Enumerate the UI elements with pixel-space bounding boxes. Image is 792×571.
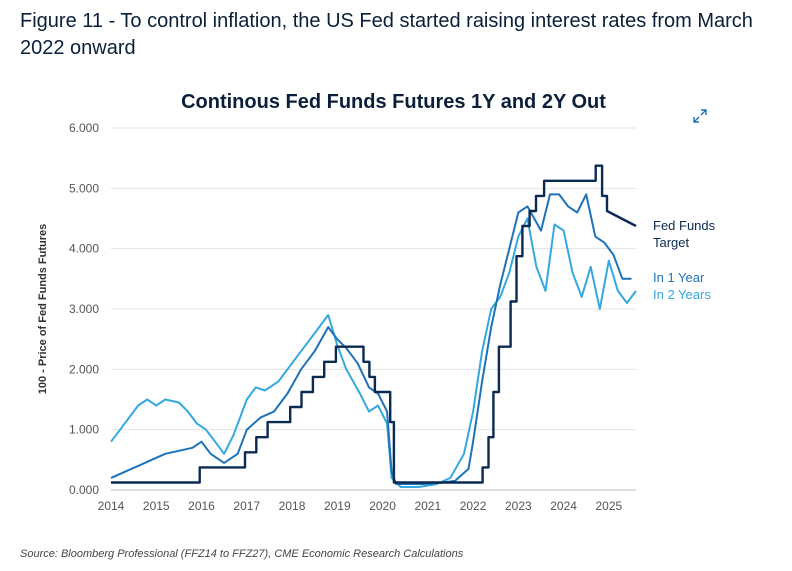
x-tick-label: 2019 — [324, 499, 351, 513]
y-tick-label: 0.000 — [69, 483, 99, 497]
x-tick-label: 2023 — [505, 499, 532, 513]
x-tick-label: 2017 — [233, 499, 260, 513]
y-tick-label: 3.000 — [69, 302, 99, 316]
line-chart: Continous Fed Funds Futures 1Y and 2Y Ou… — [37, 91, 716, 513]
x-tick-label: 2020 — [369, 499, 396, 513]
y-tick-label: 2.000 — [69, 362, 99, 376]
x-tick-label: 2022 — [460, 499, 487, 513]
chart-title: Continous Fed Funds Futures 1Y and 2Y Ou… — [181, 91, 606, 113]
legend-label: In 2 Years — [653, 287, 711, 302]
legend-label: Fed Funds — [653, 218, 716, 233]
x-tick-label: 2014 — [98, 499, 125, 513]
figure-title: Figure 11 - To control inflation, the US… — [20, 10, 753, 59]
y-tick-label: 1.000 — [69, 423, 99, 437]
x-tick-label: 2018 — [279, 499, 306, 513]
y-tick-label: 4.000 — [69, 242, 99, 256]
series-line-in-1-year — [110, 193, 632, 485]
y-tick-label: 5.000 — [69, 181, 99, 195]
y-axis-label: 100 - Price of Fed Funds Futures — [37, 224, 49, 395]
chart-container: Continous Fed Funds Futures 1Y and 2Y Ou… — [0, 80, 792, 530]
series-line-in-2-years — [110, 217, 637, 488]
expand-icon[interactable] — [692, 108, 708, 124]
x-tick-label: 2016 — [188, 499, 215, 513]
series-line-fed-funds-target — [111, 164, 637, 484]
x-tick-label: 2021 — [414, 499, 441, 513]
legend-label: In 1 Year — [653, 270, 705, 285]
x-tick-label: 2015 — [143, 499, 170, 513]
x-tick-label: 2025 — [595, 499, 622, 513]
legend-label: Target — [653, 235, 690, 250]
y-tick-label: 6.000 — [69, 121, 99, 135]
x-tick-label: 2024 — [550, 499, 577, 513]
source-note: Source: Bloomberg Professional (FFZ14 to… — [20, 548, 464, 560]
